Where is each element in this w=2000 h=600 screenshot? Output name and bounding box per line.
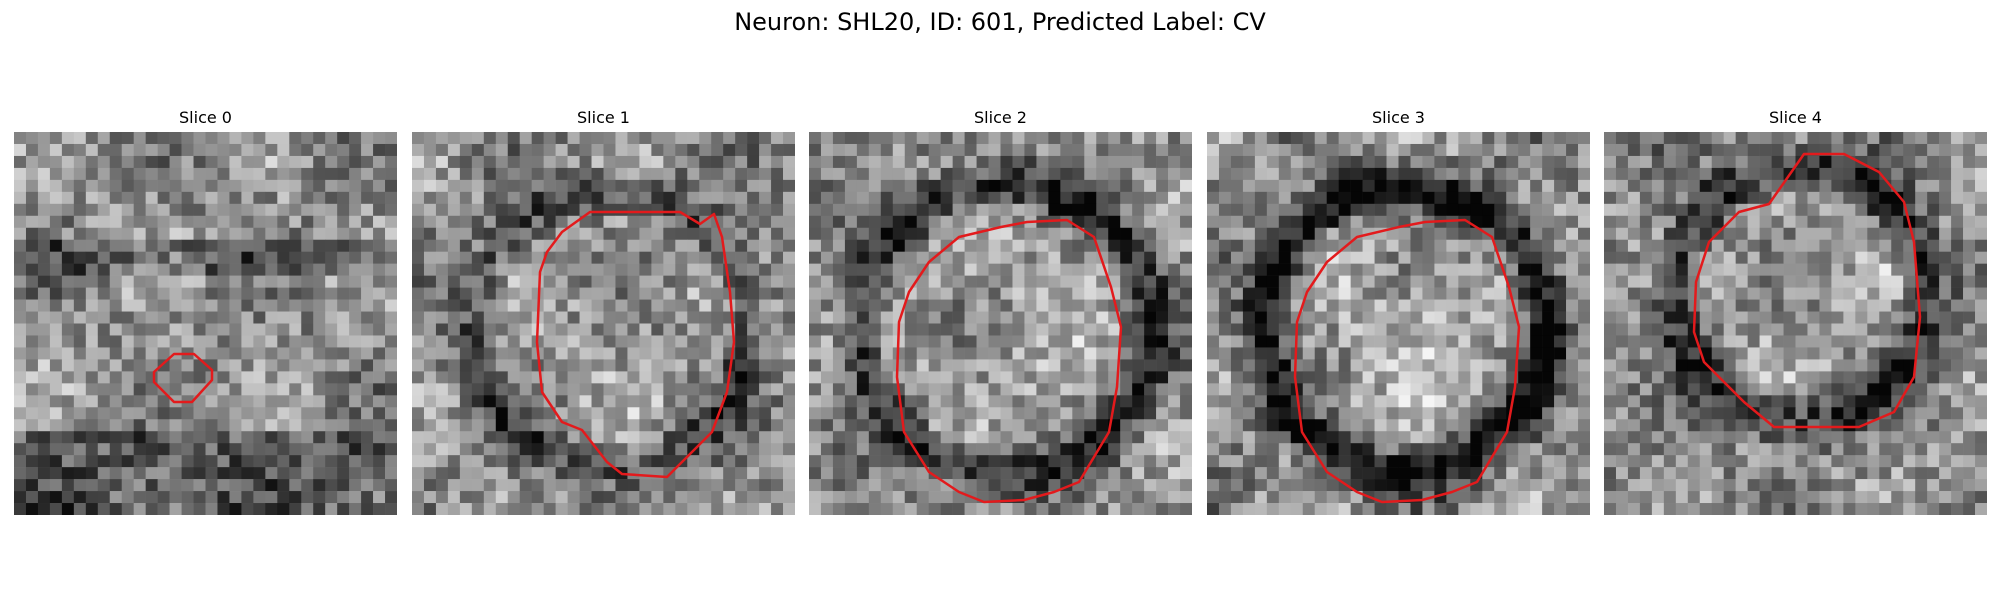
slice-panel-3: Slice 3	[1207, 108, 1590, 515]
segmentation-contour	[535, 210, 736, 479]
slice-image-2	[809, 132, 1192, 515]
segmentation-contour	[152, 352, 214, 404]
slice-title-0: Slice 0	[179, 108, 232, 127]
slice-panel-0: Slice 0	[14, 108, 397, 515]
slice-panel-2: Slice 2	[809, 108, 1192, 515]
slice-image-4	[1604, 132, 1987, 515]
slice-title-3: Slice 3	[1372, 108, 1425, 127]
slice-panel-1: Slice 1	[412, 108, 795, 515]
segmentation-contour	[1692, 152, 1922, 429]
slice-title-4: Slice 4	[1769, 108, 1822, 127]
slice-image-3	[1207, 132, 1590, 515]
slice-image-0	[14, 132, 397, 515]
slice-title-1: Slice 1	[577, 108, 630, 127]
slice-title-2: Slice 2	[974, 108, 1027, 127]
slice-panel-4: Slice 4	[1604, 108, 1987, 515]
segmentation-contour	[1293, 218, 1521, 504]
slice-image-1	[412, 132, 795, 515]
figure-title: Neuron: SHL20, ID: 601, Predicted Label:…	[734, 8, 1266, 36]
segmentation-contour	[895, 218, 1123, 504]
